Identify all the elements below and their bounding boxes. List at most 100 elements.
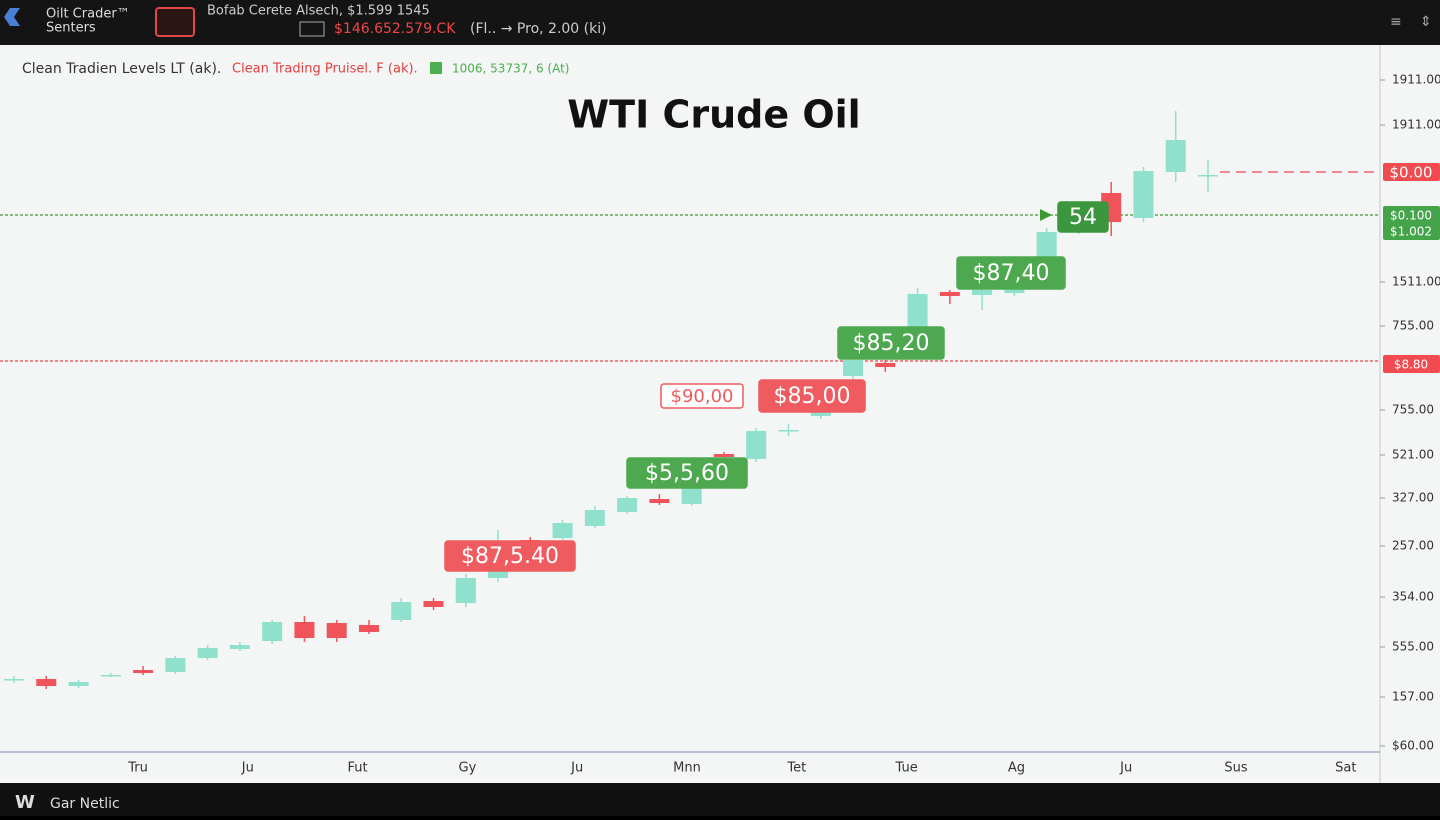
price-tag bbox=[1383, 206, 1440, 224]
candle-body bbox=[326, 623, 347, 638]
candle-body bbox=[1165, 140, 1186, 172]
candle-body bbox=[584, 510, 605, 526]
legend-item: Clean Trading Pruisel. F (ak). bbox=[232, 62, 418, 77]
y-tick-label: 1511.00 bbox=[1392, 275, 1440, 289]
candle-body bbox=[1004, 289, 1025, 293]
y-tick-label: 157.00 bbox=[1392, 690, 1434, 704]
price-tag bbox=[1383, 355, 1440, 373]
annotation-label: $5,5,60 bbox=[645, 461, 729, 486]
candle-body bbox=[939, 292, 960, 296]
candle-body bbox=[1036, 232, 1057, 262]
candle-body bbox=[907, 294, 928, 330]
x-tick-label: Tru bbox=[127, 761, 148, 776]
legend-item: Clean Tradien Levels LT (ak). bbox=[22, 61, 221, 77]
price-tag-label: $0.00 bbox=[1390, 164, 1433, 182]
candle-body bbox=[197, 648, 218, 658]
annotation-label: $85,00 bbox=[774, 384, 851, 409]
candle-body bbox=[552, 523, 573, 538]
price-tag-label: $0.100 bbox=[1390, 209, 1432, 223]
logo-text: Senters bbox=[46, 21, 96, 36]
x-tick-label: Fut bbox=[348, 761, 368, 776]
footer-logo: W bbox=[15, 792, 35, 813]
candle-body bbox=[262, 622, 283, 641]
candle-body bbox=[649, 499, 670, 503]
annotation-label: $87,5.40 bbox=[461, 544, 559, 569]
x-tick-label: Ju bbox=[570, 761, 583, 776]
x-tick-label: Gy bbox=[459, 761, 477, 776]
chart-area bbox=[0, 45, 1440, 783]
candle-body bbox=[391, 602, 412, 620]
y-tick-label: 755.00 bbox=[1392, 319, 1434, 333]
candle-body bbox=[423, 601, 444, 607]
candle-body bbox=[843, 360, 864, 376]
annotation-label: $90,00 bbox=[671, 386, 734, 407]
toolbar-icon[interactable] bbox=[299, 21, 325, 37]
menu-icon[interactable]: ≡ bbox=[1390, 14, 1402, 30]
price-tag bbox=[1383, 222, 1440, 240]
top-bar bbox=[0, 0, 1440, 45]
symbol-icon[interactable] bbox=[155, 7, 195, 37]
annotation-box bbox=[660, 383, 744, 409]
annotation-box bbox=[758, 379, 866, 413]
candle-body bbox=[358, 625, 379, 632]
candle-body bbox=[100, 675, 121, 677]
x-tick-label: Ju bbox=[1119, 761, 1132, 776]
candle-body bbox=[165, 658, 186, 672]
logo[interactable] bbox=[4, 8, 20, 26]
footer-brand: Gar Netlic bbox=[50, 796, 120, 812]
logo-text: Oilt Crader™ bbox=[46, 7, 130, 22]
candle-body bbox=[1198, 175, 1218, 177]
annotation-label: $85,20 bbox=[853, 331, 930, 356]
annotation-box bbox=[1057, 201, 1109, 233]
legend-check[interactable] bbox=[430, 62, 442, 74]
annotation-box bbox=[837, 326, 945, 360]
candle-body bbox=[681, 488, 702, 504]
y-tick-label: 755.00 bbox=[1392, 403, 1434, 417]
price-tag bbox=[1383, 163, 1440, 181]
candle-body bbox=[778, 430, 799, 432]
candle-body bbox=[875, 363, 896, 367]
annotation-label: 54 bbox=[1069, 205, 1097, 230]
y-tick-label: $60.00 bbox=[1392, 739, 1434, 753]
y-tick-label: 1911.00 bbox=[1392, 118, 1440, 132]
x-tick-label: Sus bbox=[1224, 761, 1247, 776]
y-tick-label: 327.00 bbox=[1392, 491, 1434, 505]
annotation-box bbox=[626, 457, 748, 489]
y-tick-label: 555.00 bbox=[1392, 640, 1434, 654]
x-tick-label: Ju bbox=[241, 761, 254, 776]
candle-body bbox=[68, 682, 89, 686]
candle-body bbox=[810, 411, 831, 416]
y-tick-label: 354.00 bbox=[1392, 590, 1434, 604]
annotation-label: $87,40 bbox=[973, 261, 1050, 286]
bottom-bar bbox=[0, 783, 1440, 816]
price-tag-label: $8.80 bbox=[1394, 358, 1428, 372]
candle-body bbox=[455, 578, 476, 603]
candle-body bbox=[229, 645, 250, 649]
candle-body bbox=[4, 679, 24, 681]
x-tick-label: Sat bbox=[1335, 761, 1356, 776]
candle-body bbox=[133, 670, 154, 673]
legend-item: 1006, 53737, 6 (At) bbox=[452, 62, 570, 76]
candle-body bbox=[713, 454, 734, 457]
candle-body bbox=[617, 498, 638, 512]
annotation-box bbox=[956, 256, 1066, 290]
x-tick-label: Tet bbox=[786, 761, 806, 776]
symbol-info: Bofab Cerete Alsech, $1.599 1545 bbox=[207, 4, 430, 19]
x-tick-label: Ag bbox=[1008, 761, 1025, 776]
y-tick-label: 521.00 bbox=[1392, 448, 1434, 462]
candle-body bbox=[294, 622, 315, 638]
x-tick-label: Mnn bbox=[673, 761, 701, 776]
level-arrow bbox=[1040, 209, 1052, 221]
header-info: (Fl.. → Pro, 2.00 (ki) bbox=[470, 21, 607, 37]
annotation-box bbox=[444, 540, 576, 572]
candle-body bbox=[972, 290, 993, 295]
candle-body bbox=[1133, 171, 1154, 218]
candle-body bbox=[36, 679, 57, 686]
chart-title: WTI Crude Oil bbox=[567, 93, 860, 137]
price: $146.652.579.CK bbox=[334, 21, 456, 37]
x-tick-label: Tue bbox=[894, 761, 917, 776]
menu-icon[interactable]: ⇕ bbox=[1420, 14, 1432, 30]
y-tick-label: 257.00 bbox=[1392, 539, 1434, 553]
price-tag-label: $1.002 bbox=[1390, 225, 1432, 239]
